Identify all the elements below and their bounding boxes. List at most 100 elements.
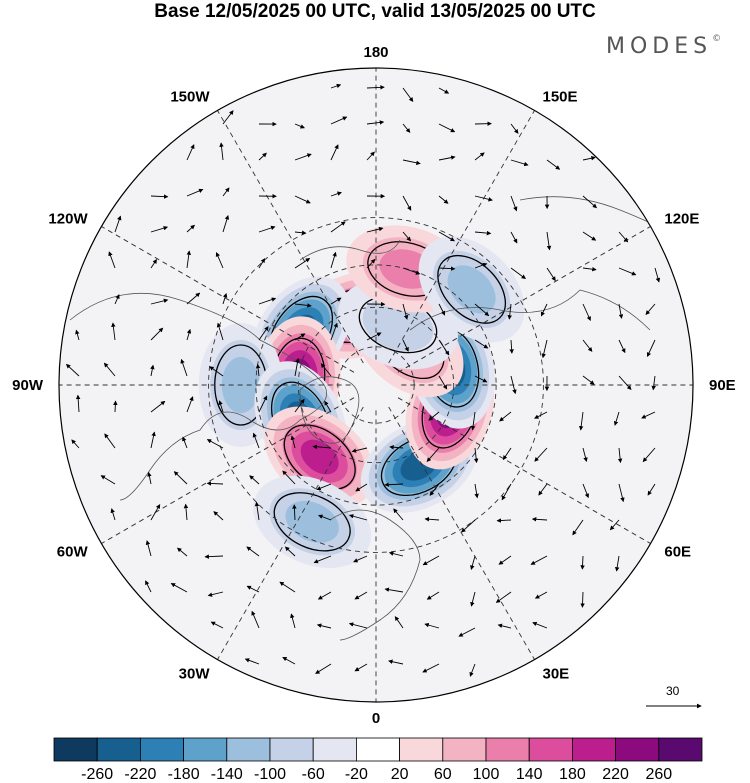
wind-arrow [282, 656, 296, 665]
wind-arrow [538, 483, 548, 496]
wind-arrow [509, 339, 514, 354]
wind-arrow [150, 431, 156, 449]
wind-arrow [534, 447, 548, 462]
colorbar-tick-label: 140 [516, 766, 543, 783]
wind-arrow [613, 411, 620, 426]
wind-arrow [618, 375, 632, 390]
wind-arrow [316, 483, 332, 491]
longitude-label: 60W [57, 544, 89, 561]
wind-arrow [222, 214, 230, 233]
wind-arrow [182, 436, 188, 449]
wind-arrow [654, 267, 661, 283]
meridian-line [217, 110, 364, 364]
wind-arrow [108, 251, 116, 269]
wind-arrow [384, 482, 404, 487]
wind-arrow [330, 116, 348, 125]
wind-arrow [438, 231, 455, 242]
colorbar-tick-label: 260 [645, 766, 672, 783]
wind-arrow [111, 322, 116, 341]
colorbar: -260 -220 -180 -140 -100 -60 -20 20 60 100 140 180 2… [53, 737, 703, 783]
colorbar-swatch [139, 737, 184, 762]
wind-arrow [294, 398, 305, 413]
wind-arrow [313, 555, 332, 564]
wind-arrow [645, 303, 656, 316]
wind-arrow [422, 663, 440, 673]
wind-arrow [582, 266, 597, 272]
wind-arrow [474, 262, 488, 269]
wind-arrow [507, 303, 512, 320]
longitude-label: 180 [363, 44, 388, 61]
wind-arrow [150, 327, 164, 341]
modes-logo: MODES© [606, 34, 721, 59]
wind-arrow [470, 591, 476, 607]
wind-arrow [147, 471, 152, 485]
wind-arrow [474, 483, 479, 499]
wind-arrow [582, 156, 596, 161]
latitude-circle [208, 217, 544, 553]
colorbar-tick-label: -260 [81, 766, 113, 783]
wind-arrow [546, 267, 556, 282]
wind-arrow [438, 195, 449, 204]
wind-arrow [210, 621, 224, 629]
wind-arrow [324, 400, 332, 413]
wind-arrow [258, 326, 269, 341]
colorbar-tick-label: 20 [391, 766, 409, 783]
wind-arrow [65, 363, 80, 377]
wind-arrow [470, 411, 476, 431]
graticule [59, 68, 693, 702]
wind-arrow [501, 483, 512, 501]
wind-arrow [258, 225, 276, 233]
wind-arrow [642, 447, 656, 463]
coastline-alaska [299, 239, 401, 261]
coastline-north-america [69, 292, 327, 501]
wind-arrow [426, 591, 440, 600]
wind-arrow [145, 540, 152, 557]
wind-arrow [75, 329, 80, 341]
wind-arrow [366, 151, 375, 161]
longitude-label: 0 [372, 710, 380, 727]
wind-arrow [258, 297, 277, 305]
wind-arrow [651, 375, 656, 391]
wind-arrow [572, 519, 584, 536]
wind-arrow [330, 297, 342, 305]
wind-arrow [578, 411, 584, 431]
wind-arrow [206, 481, 224, 486]
wind-arrow [150, 226, 169, 233]
wind-arrow [173, 471, 188, 485]
wind-arrow [424, 622, 440, 629]
wind-arrow [438, 339, 450, 356]
colorbar-tick-label: -140 [211, 766, 243, 783]
wind-arrow [330, 251, 337, 269]
wind-arrow [258, 152, 267, 161]
wind-arrow [609, 519, 620, 531]
map-background [59, 68, 693, 702]
latitude-circle [297, 306, 455, 464]
wind-arrow [222, 187, 230, 197]
wind-arrow [294, 230, 307, 236]
wind-arrow [170, 583, 188, 593]
colorbar-swatch [53, 737, 98, 762]
wind-arrow [366, 258, 376, 269]
wind-arrow [617, 447, 623, 464]
colorbar-swatch [615, 737, 660, 762]
wind-arrow [150, 504, 161, 521]
wind-arrow [618, 267, 637, 276]
wind-arrow [255, 363, 261, 377]
wind-arrow [534, 591, 548, 599]
longitude-label: 90E [709, 377, 736, 394]
wind-arrow [393, 508, 404, 521]
wind-arrow [402, 303, 409, 320]
colorbar-swatch [572, 737, 617, 762]
wind-arrow [355, 483, 368, 492]
colorbar-swatch [183, 737, 228, 762]
wind-arrow [546, 159, 561, 170]
wind-arrow [176, 547, 188, 557]
wind-arrow [145, 580, 152, 593]
wind-arrow [292, 504, 297, 521]
wind-arrow [438, 266, 456, 271]
wind-arrow [150, 259, 157, 269]
meridian-line [397, 226, 651, 373]
wind-arrow [497, 623, 512, 629]
wind-arrow [402, 267, 421, 275]
wind-arrow [498, 555, 512, 565]
